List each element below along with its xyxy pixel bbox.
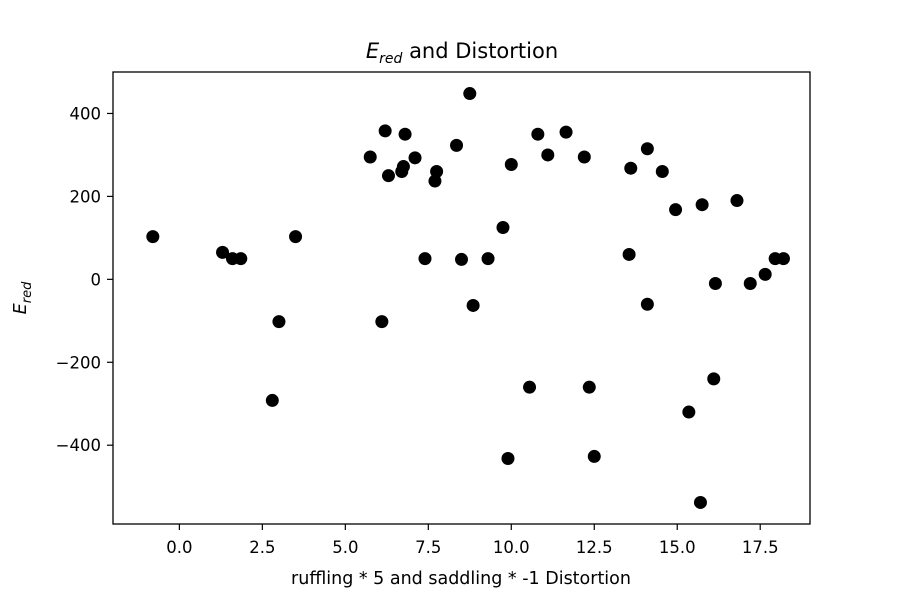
data-point bbox=[398, 127, 412, 141]
data-point bbox=[655, 165, 669, 179]
y-axis-ticks: −400 −200 0 200 400 bbox=[56, 104, 113, 455]
data-point bbox=[450, 138, 464, 152]
x-tick-label: 7.5 bbox=[415, 538, 441, 557]
data-point bbox=[272, 315, 286, 329]
x-tick-label: 0.0 bbox=[166, 538, 192, 557]
y-tick-label: −400 bbox=[56, 436, 101, 455]
data-point bbox=[708, 276, 722, 290]
data-point bbox=[758, 267, 772, 281]
data-point bbox=[504, 157, 518, 171]
x-tick-label: 15.0 bbox=[659, 538, 696, 557]
data-point bbox=[624, 161, 638, 175]
data-point bbox=[682, 405, 696, 419]
data-point bbox=[375, 315, 389, 329]
data-point bbox=[481, 252, 495, 266]
x-tick-label: 2.5 bbox=[249, 538, 275, 557]
data-point bbox=[541, 148, 555, 162]
data-point bbox=[523, 380, 537, 394]
x-tick-label: 17.5 bbox=[742, 538, 779, 557]
title-symbol-subscript: red bbox=[379, 51, 402, 67]
data-point bbox=[582, 380, 596, 394]
data-point bbox=[587, 449, 601, 463]
data-point bbox=[378, 124, 392, 138]
x-tick-label: 12.5 bbox=[576, 538, 613, 557]
data-point bbox=[577, 150, 591, 164]
y-axis-label-subscript: red bbox=[20, 281, 35, 303]
data-point bbox=[146, 230, 160, 244]
data-point bbox=[455, 252, 468, 266]
data-point bbox=[693, 495, 707, 509]
plot-area-frame bbox=[112, 71, 811, 525]
data-point bbox=[463, 87, 477, 101]
data-point bbox=[216, 245, 230, 259]
data-point bbox=[531, 127, 545, 141]
y-tick-label: 200 bbox=[70, 187, 102, 206]
data-point bbox=[408, 151, 422, 165]
data-point bbox=[501, 451, 515, 465]
y-tick-label: −200 bbox=[56, 353, 101, 372]
data-point bbox=[496, 221, 510, 234]
data-point bbox=[640, 142, 654, 156]
data-point bbox=[707, 372, 721, 386]
y-tick-label: 400 bbox=[70, 104, 102, 123]
data-point bbox=[265, 393, 279, 407]
data-point bbox=[430, 165, 444, 179]
data-point bbox=[743, 276, 757, 290]
data-point bbox=[695, 198, 709, 212]
data-point bbox=[396, 160, 410, 174]
data-point bbox=[363, 150, 377, 164]
x-tick-label: 5.0 bbox=[332, 538, 358, 557]
x-axis-label: ruffling * 5 and saddling * -1 Distortio… bbox=[291, 569, 631, 589]
data-point bbox=[418, 252, 432, 266]
data-point bbox=[559, 125, 573, 139]
title-text-rest: and Distortion bbox=[402, 39, 558, 63]
data-points bbox=[146, 87, 790, 509]
data-point bbox=[669, 203, 683, 217]
data-point bbox=[640, 297, 654, 311]
y-tick-label: 0 bbox=[91, 270, 102, 289]
chart-title: Ered and Distortion bbox=[366, 39, 558, 67]
data-point bbox=[776, 252, 790, 266]
x-tick-label: 10.0 bbox=[493, 538, 530, 557]
data-point bbox=[730, 194, 744, 208]
y-axis-label: Ered bbox=[11, 281, 35, 314]
data-point bbox=[381, 169, 395, 183]
data-point bbox=[234, 252, 248, 266]
title-symbol: E bbox=[366, 39, 380, 63]
x-axis-ticks: 0.0 2.5 5.0 7.5 10.0 12.5 15.0 17.5 bbox=[166, 524, 779, 557]
data-point bbox=[622, 247, 636, 261]
data-point bbox=[466, 298, 480, 312]
y-axis-label-symbol: E bbox=[11, 302, 31, 314]
data-point bbox=[289, 230, 303, 244]
